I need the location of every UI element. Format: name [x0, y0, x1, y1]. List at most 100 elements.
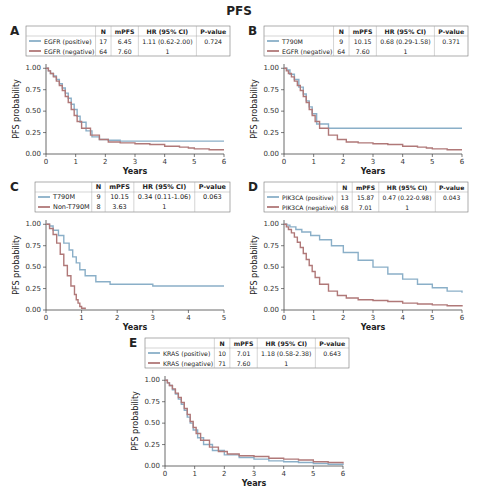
chart-container: PFSANmPFSHR (95% CI)P-valueEGFR (positiv…	[0, 0, 478, 500]
legend-label: EGFR (negative)	[44, 48, 94, 56]
plot-area	[284, 224, 462, 306]
figure: PFSANmPFSHR (95% CI)P-valueEGFR (positiv…	[0, 0, 478, 500]
y-tick-label: 1.00	[263, 64, 279, 72]
y-tick	[43, 68, 46, 69]
panel: ANmPFSHR (95% CI)P-valueEGFR (positive)1…	[10, 24, 230, 176]
x-tick	[313, 466, 314, 469]
table-border	[26, 26, 230, 56]
y-tick-label: 0.25	[263, 129, 279, 137]
table-cell: 17	[99, 38, 107, 45]
x-tick-label: 0	[282, 314, 286, 322]
y-tick	[281, 267, 284, 268]
table-cell: 7.60	[118, 48, 132, 55]
x-tick-label: 3	[133, 158, 137, 166]
x-tick	[46, 154, 47, 157]
x-tick-label: 6	[341, 470, 346, 478]
table-cell: 1	[403, 48, 407, 55]
table-cell: 7.01	[237, 350, 251, 357]
panel: DNmPFSHR (95% CI)P-valuePIK3CA (positive…	[248, 180, 468, 332]
y-tick	[43, 267, 46, 268]
y-tick-label: 0.75	[25, 242, 41, 250]
table-divider	[257, 338, 258, 368]
table-divider	[434, 26, 435, 56]
x-tick	[224, 466, 225, 469]
legend-swatch	[148, 352, 160, 354]
table-header: mPFS	[109, 183, 130, 191]
background	[0, 0, 478, 500]
table-header: HR (95% CI)	[147, 28, 189, 35]
table-cell: 1	[284, 360, 288, 367]
y-tick	[281, 288, 284, 289]
x-tick-label: 5	[430, 158, 434, 166]
x-axis-label: Years	[360, 323, 386, 332]
table-border	[264, 182, 468, 212]
x-tick-label: 5	[192, 158, 196, 166]
table-cell: 71	[218, 360, 226, 367]
x-tick	[194, 154, 195, 157]
x-tick-label: 1	[311, 314, 315, 322]
survival-curve	[46, 68, 224, 141]
y-tick-label: 0.00	[25, 306, 41, 314]
x-tick	[343, 466, 344, 469]
table-cell: 0.371	[442, 38, 460, 45]
table-header: HR (95% CI)	[385, 28, 427, 35]
table: NmPFSHR (95% CI)P-valuePIK3CA (positive)…	[264, 182, 468, 212]
table-header: mPFS	[234, 340, 254, 347]
y-tick-label: 1.00	[263, 220, 279, 228]
table-divider	[315, 338, 316, 368]
panel-label: A	[10, 24, 20, 38]
table: NmPFSHR (95% CI)P-valueT790M910.150.34 (…	[35, 182, 230, 212]
legend-label: Non-T790M	[53, 203, 90, 211]
x-tick	[283, 466, 284, 469]
plot-area	[165, 380, 343, 465]
panel: ENmPFSHR (95% CI)P-valueKRAS (positive)1…	[129, 336, 349, 488]
y-tick-label: 0.00	[263, 150, 279, 158]
table-header: P-value	[438, 28, 464, 35]
survival-curve	[46, 68, 224, 149]
table-header: N	[342, 184, 347, 191]
table-header: HR (95% CI)	[266, 340, 308, 347]
panel-label: C	[10, 180, 19, 194]
table-cell: 9	[96, 193, 100, 201]
y-tick	[43, 111, 46, 112]
y-tick-label: 0.50	[263, 107, 279, 115]
x-tick	[373, 310, 374, 313]
x-tick	[432, 310, 433, 313]
table-cell: 0.043	[443, 194, 460, 201]
x-tick-label: 5	[311, 470, 315, 478]
x-tick	[135, 154, 136, 157]
table-cell: 6.45	[118, 38, 132, 45]
table-cell: 0.643	[323, 350, 341, 357]
table-cell: 0.063	[203, 193, 222, 201]
table-cell: 10.15	[354, 38, 372, 45]
table-cell: 7.01	[359, 204, 373, 211]
plot-area	[284, 68, 462, 149]
x-tick-label: 6	[460, 314, 465, 322]
legend-swatch	[267, 50, 279, 52]
x-tick	[105, 154, 106, 157]
x-axis-label: Years	[122, 323, 148, 332]
table-divider	[214, 338, 215, 368]
y-tick-label: 1.00	[25, 220, 41, 228]
table: NmPFSHR (95% CI)P-valueKRAS (positive)10…	[145, 338, 349, 368]
x-tick	[152, 310, 153, 313]
y-tick-label: 0.50	[25, 107, 41, 115]
y-tick	[162, 401, 165, 402]
y-tick-label: 0.75	[263, 86, 279, 94]
x-tick-label: 0	[44, 314, 48, 322]
survival-curve	[284, 68, 462, 149]
table-divider	[337, 182, 338, 212]
x-tick	[343, 154, 344, 157]
table-cell: 7.60	[356, 48, 370, 55]
x-tick-label: 3	[371, 158, 375, 166]
table-header: N	[339, 28, 344, 35]
x-tick	[188, 310, 189, 313]
table-divider	[111, 26, 112, 56]
panel: CNmPFSHR (95% CI)P-valueT790M910.150.34 …	[10, 180, 230, 332]
table-border	[145, 338, 349, 368]
table-cell: 10.15	[110, 193, 129, 201]
x-tick	[462, 154, 463, 157]
x-tick-label: 1	[311, 158, 315, 166]
table-divider	[105, 182, 106, 212]
x-tick-label: 4	[400, 314, 405, 322]
